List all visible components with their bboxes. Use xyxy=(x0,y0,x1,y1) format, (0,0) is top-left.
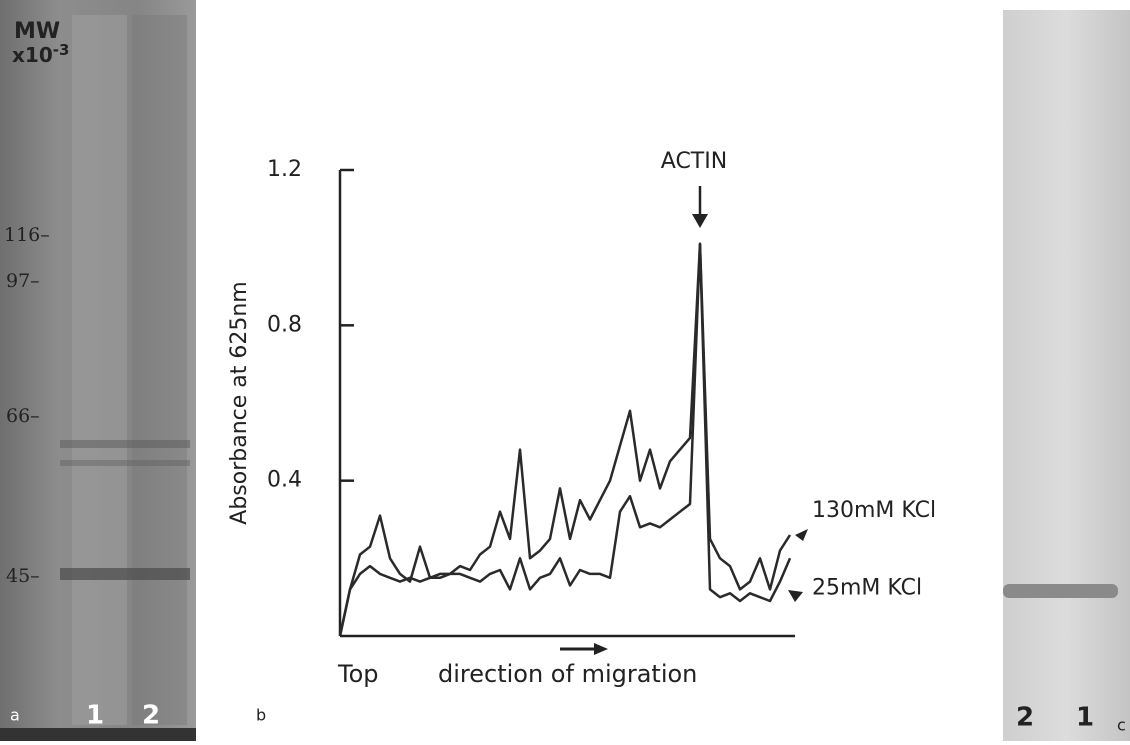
mw-unit: x10-3 xyxy=(12,41,69,67)
band xyxy=(1003,584,1118,598)
arrow-head xyxy=(594,643,608,655)
arrow-head xyxy=(795,529,808,541)
mw-unit-base: x10 xyxy=(12,43,53,67)
band xyxy=(60,440,190,448)
band xyxy=(60,460,190,466)
trace xyxy=(338,242,792,637)
series-label: 130mM KCl xyxy=(812,498,936,523)
series-label: 25mM KCl xyxy=(812,575,922,600)
mw-label: MW xyxy=(14,19,60,44)
gel-c xyxy=(1003,10,1130,741)
gel-a xyxy=(0,0,196,741)
x-start-label: Top xyxy=(337,660,379,688)
trace xyxy=(338,242,792,637)
mw-exponent: -3 xyxy=(53,41,70,59)
arrow-head xyxy=(692,214,708,228)
y-tick-label: 1.2 xyxy=(267,157,302,182)
y-axis-label: Absorbance at 625nm xyxy=(227,281,252,524)
band xyxy=(60,568,190,580)
gel-edge xyxy=(0,728,196,741)
lane-label: 1 xyxy=(86,701,104,731)
arrow-head xyxy=(788,590,803,602)
y-tick-label: 0.8 xyxy=(267,312,302,337)
lane-2 xyxy=(132,15,187,725)
lane-label: 1 xyxy=(1076,703,1094,733)
lane-label: 2 xyxy=(142,701,160,731)
mw-marker: 116– xyxy=(4,224,50,246)
panel-letter: c xyxy=(1117,716,1126,735)
mw-marker: 45– xyxy=(6,565,40,587)
panel-letter: b xyxy=(256,706,266,725)
y-tick-label: 0.4 xyxy=(267,468,302,493)
x-axis-label: direction of migration xyxy=(438,660,697,688)
annotation: ACTIN xyxy=(661,149,727,174)
mw-marker: 66– xyxy=(6,405,40,427)
lane-label: 2 xyxy=(1016,703,1034,733)
panel-letter: a xyxy=(10,706,20,725)
lane-1 xyxy=(72,15,127,725)
mw-marker: 97– xyxy=(6,270,40,292)
